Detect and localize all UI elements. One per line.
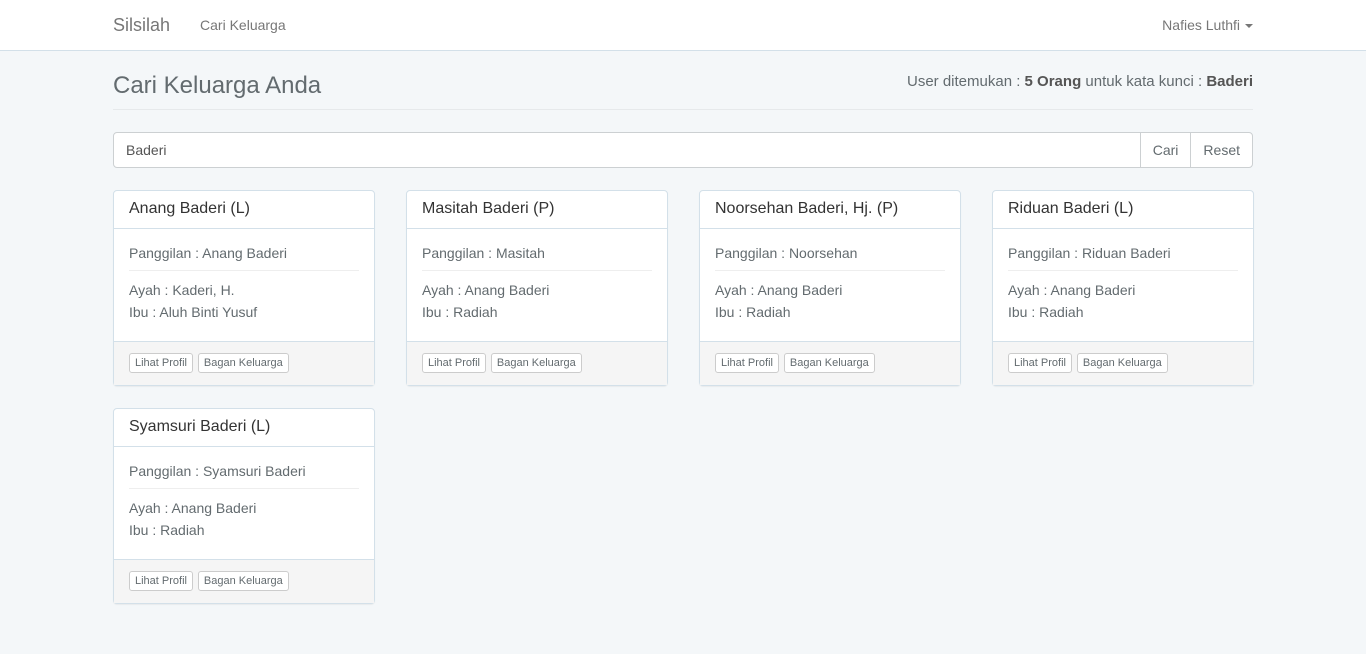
search-input[interactable] bbox=[113, 132, 1141, 168]
person-name: Anang Baderi (L) bbox=[114, 191, 374, 229]
family-tree-button[interactable]: Bagan Keluarga bbox=[490, 353, 582, 373]
person-name: Syamsuri Baderi (L) bbox=[114, 409, 374, 447]
person-nickname: Panggilan : Anang Baderi bbox=[129, 244, 359, 271]
person-nickname: Panggilan : Noorsehan bbox=[715, 244, 945, 271]
view-profile-button[interactable]: Lihat Profil bbox=[1008, 353, 1072, 373]
person-mother: Ibu : Radiah bbox=[422, 304, 498, 320]
person-father: Ayah : Anang Baderi bbox=[129, 500, 257, 516]
person-name: Noorsehan Baderi, Hj. (P) bbox=[700, 191, 960, 229]
family-tree-button[interactable]: Bagan Keluarga bbox=[783, 353, 875, 373]
person-card: Noorsehan Baderi, Hj. (P) Panggilan : No… bbox=[699, 190, 961, 386]
result-count: 5 Orang bbox=[1024, 73, 1082, 90]
person-mother: Ibu : Radiah bbox=[129, 522, 205, 538]
family-tree-button[interactable]: Bagan Keluarga bbox=[197, 353, 289, 373]
person-father: Ayah : Anang Baderi bbox=[1008, 282, 1136, 298]
summary-mid: untuk kata kunci : bbox=[1081, 73, 1207, 90]
person-mother: Ibu : Aluh Binti Yusuf bbox=[129, 304, 258, 320]
nav-cari-keluarga[interactable]: Cari Keluarga bbox=[200, 17, 286, 33]
result-keyword: Baderi bbox=[1206, 73, 1253, 90]
result-summary: User ditemukan : 5 Orang untuk kata kunc… bbox=[907, 73, 1253, 90]
person-nickname: Panggilan : Riduan Baderi bbox=[1008, 244, 1238, 271]
search-form: Cari Reset bbox=[113, 132, 1253, 168]
view-profile-button[interactable]: Lihat Profil bbox=[715, 353, 779, 373]
page-title: Cari Keluarga Anda bbox=[113, 72, 322, 99]
search-button[interactable]: Cari bbox=[1139, 132, 1192, 168]
person-father: Ayah : Kaderi, H. bbox=[129, 282, 235, 298]
view-profile-button[interactable]: Lihat Profil bbox=[422, 353, 486, 373]
view-profile-button[interactable]: Lihat Profil bbox=[129, 571, 193, 591]
person-name: Masitah Baderi (P) bbox=[407, 191, 667, 229]
family-tree-button[interactable]: Bagan Keluarga bbox=[1076, 353, 1168, 373]
caret-down-icon bbox=[1245, 24, 1253, 29]
person-card: Riduan Baderi (L) Panggilan : Riduan Bad… bbox=[992, 190, 1254, 386]
person-father: Ayah : Anang Baderi bbox=[422, 282, 550, 298]
reset-button[interactable]: Reset bbox=[1190, 132, 1253, 168]
user-dropdown[interactable]: Nafies Luthfi bbox=[1162, 17, 1253, 33]
page-header: Cari Keluarga Anda User ditemukan : 5 Or… bbox=[113, 71, 1253, 110]
person-nickname: Panggilan : Masitah bbox=[422, 244, 652, 271]
person-name: Riduan Baderi (L) bbox=[993, 191, 1253, 229]
person-nickname: Panggilan : Syamsuri Baderi bbox=[129, 462, 359, 489]
results-grid: Anang Baderi (L) Panggilan : Anang Bader… bbox=[113, 190, 1254, 604]
person-mother: Ibu : Radiah bbox=[715, 304, 791, 320]
person-card: Anang Baderi (L) Panggilan : Anang Bader… bbox=[113, 190, 375, 386]
person-card: Masitah Baderi (P) Panggilan : Masitah A… bbox=[406, 190, 668, 386]
navbar: Silsilah Cari Keluarga Nafies Luthfi bbox=[0, 0, 1366, 51]
family-tree-button[interactable]: Bagan Keluarga bbox=[197, 571, 289, 591]
summary-prefix: User ditemukan : bbox=[907, 73, 1025, 90]
user-name: Nafies Luthfi bbox=[1162, 17, 1240, 33]
person-father: Ayah : Anang Baderi bbox=[715, 282, 843, 298]
person-mother: Ibu : Radiah bbox=[1008, 304, 1084, 320]
brand-link[interactable]: Silsilah bbox=[113, 14, 171, 35]
person-card: Syamsuri Baderi (L) Panggilan : Syamsuri… bbox=[113, 408, 375, 604]
view-profile-button[interactable]: Lihat Profil bbox=[129, 353, 193, 373]
